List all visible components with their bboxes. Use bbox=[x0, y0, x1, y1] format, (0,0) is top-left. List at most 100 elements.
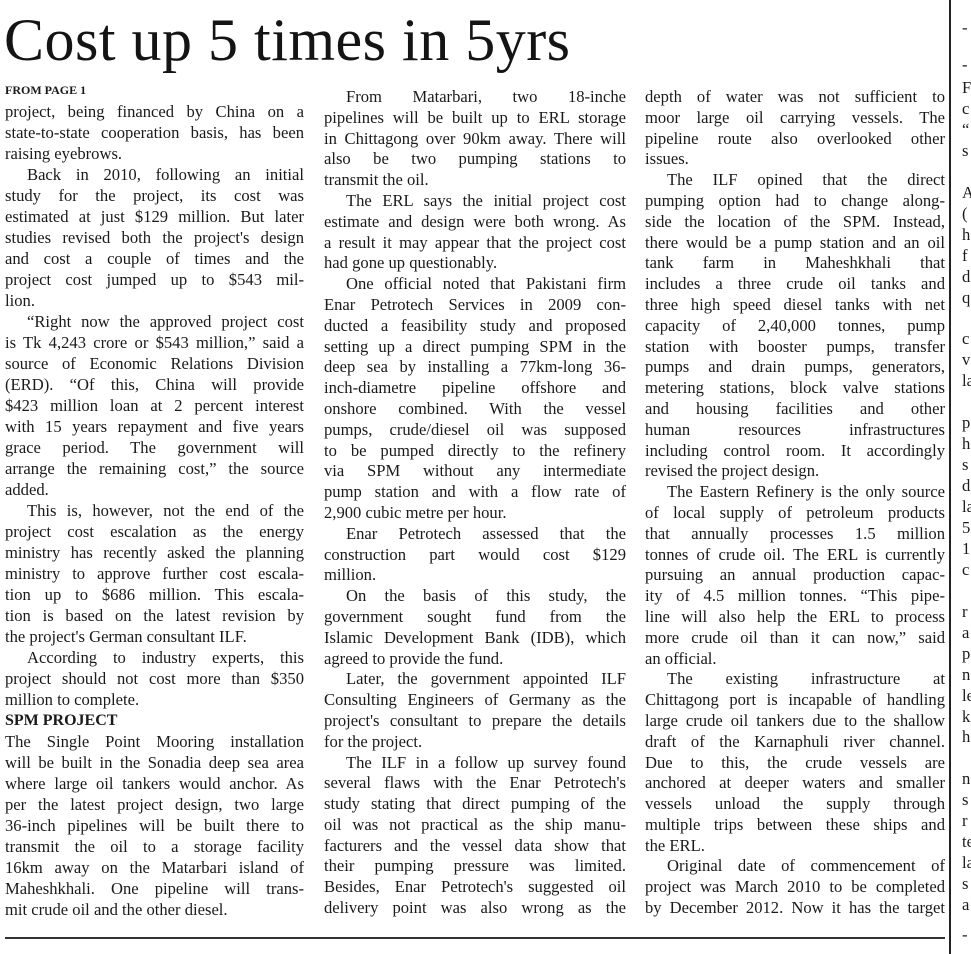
text-line: by December 2012. Now it has the target bbox=[645, 898, 945, 918]
paragraph: Later, the government appointed ILF Consu… bbox=[324, 669, 626, 752]
text-line: and cost a couple of times and the bbox=[5, 249, 304, 268]
text-line: source of Economic Relations Division bbox=[5, 354, 304, 373]
fragment-line: - bbox=[962, 18, 968, 37]
text-line: added. bbox=[5, 480, 49, 499]
paragraph: Enar Petrotech assessed that the construc… bbox=[324, 524, 626, 586]
text-line: metering stations, block valve stations bbox=[645, 378, 945, 398]
article-column-2: From Matarbari, two 18-inche pipelines wi… bbox=[324, 87, 626, 919]
text-line: facturers and the vessel data show that bbox=[324, 835, 626, 855]
fragment-line: s bbox=[962, 140, 969, 160]
text-line: pumps, crude/diesel oil was supposed bbox=[324, 419, 626, 439]
fragment-line: 1 bbox=[962, 538, 971, 558]
fragment-line: la bbox=[962, 497, 971, 516]
text-line: issues. bbox=[645, 149, 689, 169]
text-line: agreed to provide the fund. bbox=[324, 648, 504, 668]
text-line: pumping option had to change along- bbox=[645, 190, 945, 210]
paragraph: Back in 2010, following an initial study … bbox=[5, 164, 304, 311]
text-line: will be built in the Sonadia deep sea ar… bbox=[5, 753, 304, 772]
text-line: raising eyebrows. bbox=[5, 144, 123, 163]
text-line: Besides, Enar Petrotech's suggested oil bbox=[324, 877, 626, 897]
text-line: government sought fund from the bbox=[324, 606, 626, 626]
text-line: capacity of 2,40,000 tonnes, pump bbox=[645, 315, 945, 335]
fragment-line: 5 bbox=[962, 517, 971, 537]
text-line: with 15 years repayment and five years bbox=[5, 417, 304, 436]
text-line: per the latest project design, two large bbox=[5, 795, 304, 814]
article-column-3: depth of water was not sufficient to moor… bbox=[645, 87, 945, 919]
text-line: This is, however, not the end of the bbox=[27, 501, 304, 520]
text-line: more crude oil than it can now,” said bbox=[645, 627, 945, 647]
fragment-line: p bbox=[962, 413, 971, 433]
text-line: transmit the oil to a storage facility bbox=[5, 837, 304, 856]
page-kicker: FROM PAGE 1 bbox=[5, 83, 87, 97]
article-column-1: FROM PAGE 1 project, being financed by Ch… bbox=[5, 80, 304, 920]
text-line: inch-diametre pipeline offshore and bbox=[324, 378, 626, 398]
paragraph: The Single Point Mooring installation wil… bbox=[5, 731, 304, 920]
text-line: project should not cost more than $350 bbox=[5, 669, 304, 688]
fragment-line: n bbox=[962, 664, 971, 684]
text-line: their pumping pressure was limited. bbox=[324, 856, 626, 876]
text-line: pipeline route also overlooked other bbox=[645, 128, 945, 148]
text-line: ity of 4.5 million tonnes. “This pipe- bbox=[645, 586, 945, 606]
paragraph: project, being financed by China on a sta… bbox=[5, 101, 304, 164]
text-line: includes a three crude oil tanks and bbox=[645, 274, 945, 294]
text-line: delivery point was also wrong as the bbox=[324, 898, 626, 918]
text-line: anchored at deeper waters and smaller bbox=[645, 773, 945, 793]
fragment-line: c bbox=[962, 559, 970, 579]
fragment-line: h bbox=[962, 224, 971, 244]
fragment-line: A bbox=[962, 182, 971, 202]
text-line: tonnes of crude oil. The ERL is currentl… bbox=[645, 544, 945, 564]
fragment-line: a bbox=[962, 895, 970, 915]
text-line: ministry to approve further cost escala- bbox=[5, 564, 304, 583]
fragment-line: F bbox=[962, 78, 971, 97]
fragment-line: h bbox=[962, 727, 971, 747]
text-line: where large oil tankers would anchor. As bbox=[5, 774, 304, 793]
text-line: The ERL says the initial project cost bbox=[346, 190, 626, 210]
fragment-line: s bbox=[962, 455, 969, 475]
fragment-line: la bbox=[962, 853, 971, 873]
text-line: in Chittagong over 90km away. There will bbox=[324, 128, 626, 148]
text-line: One official noted that Pakistani firm bbox=[346, 274, 626, 294]
text-line: 2,900 cubic metre per hour. bbox=[324, 502, 507, 522]
text-line: depth of water was not sufficient to bbox=[645, 87, 945, 106]
text-line: multiple trips between these ships and bbox=[645, 814, 945, 834]
text-line: pump station and with a flow rate of bbox=[324, 482, 626, 502]
paragraph: The Eastern Refinery is the only source o… bbox=[645, 482, 945, 669]
text-line: “Right now the approved project cost bbox=[27, 312, 304, 331]
fragment-line: a bbox=[962, 622, 970, 642]
text-line: Original date of commencement of bbox=[667, 856, 945, 876]
text-line: an official. bbox=[645, 648, 717, 668]
text-line: onshore combined. With the vessel bbox=[324, 398, 626, 418]
text-line: line will also help the ERL to process bbox=[645, 606, 945, 626]
text-line: project's consultant to prepare the deta… bbox=[324, 710, 626, 730]
fragment-line: la bbox=[962, 371, 971, 391]
text-line: station with booster pumps, transfer bbox=[645, 336, 945, 356]
fragment-line: d bbox=[962, 266, 971, 286]
text-line: that annually processes 1.5 million bbox=[645, 523, 945, 543]
text-line: estimate and design were both wrong. As bbox=[324, 211, 626, 231]
fragment-line: p bbox=[962, 643, 971, 663]
fragment-line: - bbox=[962, 925, 968, 944]
paragraph: One official noted that Pakistani firm En… bbox=[324, 274, 626, 524]
text-line: According to industry experts, this bbox=[27, 648, 304, 667]
text-line: arrange the remaining cost,” the source bbox=[5, 459, 304, 478]
paragraph: According to industry experts, this proje… bbox=[5, 647, 304, 710]
paragraph: The existing infrastructure at Chittagong… bbox=[645, 669, 945, 856]
text-line: estimated at just $129 million. But late… bbox=[5, 207, 304, 226]
text-line: revised the project design. bbox=[645, 461, 820, 481]
section-subhead: SPM PROJECT bbox=[5, 712, 118, 729]
text-line: On the basis of this study, the bbox=[346, 586, 626, 606]
text-line: study for the project, its cost was bbox=[5, 186, 304, 205]
paragraph: Original date of commencement of project … bbox=[645, 856, 945, 918]
text-line: human resources infrastructures bbox=[645, 419, 945, 439]
text-line: setting up a direct pumping SPM in the bbox=[324, 336, 626, 356]
text-line: project was March 2010 to be completed bbox=[645, 877, 945, 897]
text-line: project cost jumped up to $543 mil- bbox=[5, 270, 304, 289]
bottom-rule bbox=[5, 937, 945, 939]
text-line: 16km away on the Matarbari island of bbox=[5, 858, 304, 877]
text-line: pursuing an annual production capac- bbox=[645, 565, 945, 585]
text-line: including control room. It accordingly bbox=[645, 440, 945, 460]
fragment-line: k bbox=[962, 706, 971, 726]
text-line: tion is based on the latest revision by bbox=[5, 606, 304, 625]
headline: Cost up 5 times in 5yrs bbox=[4, 7, 571, 73]
text-line: is Tk 4,243 crore or $543 million,” said… bbox=[5, 333, 304, 352]
